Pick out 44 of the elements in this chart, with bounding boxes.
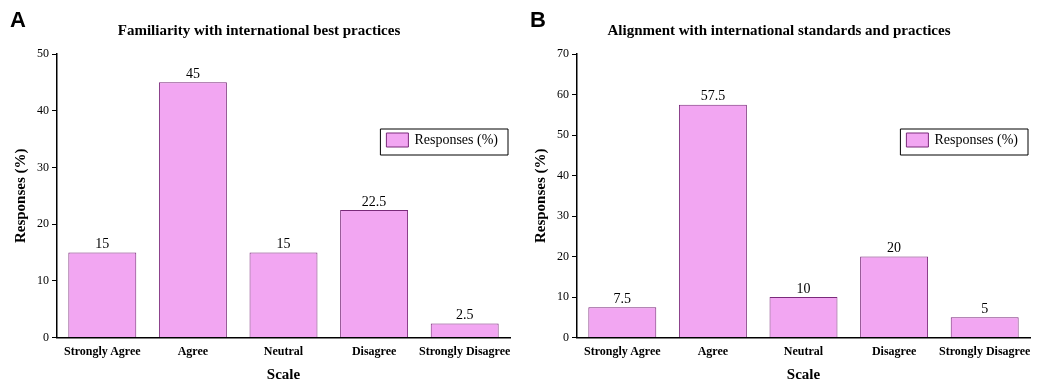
y-tick-label: 70 — [557, 46, 569, 61]
x-tick-label: Strongly Agree — [584, 343, 662, 358]
y-axis-title: Responses (%) — [11, 148, 29, 244]
y-tick-label: 60 — [557, 86, 569, 101]
data-label: 5 — [981, 301, 989, 317]
chart-title: Alignment with international standards and practices — [607, 21, 951, 38]
x-tick-label: Disagree — [871, 343, 917, 358]
y-axis-title: Responses (%) — [531, 148, 549, 244]
legend-label: Responses (%) — [934, 131, 1019, 148]
x-tick-label: Disagree — [351, 343, 397, 358]
y-tick-label: 40 — [37, 102, 49, 117]
y-tick-label: 0 — [563, 329, 569, 344]
y-tick-label: 30 — [557, 208, 569, 223]
legend-label: Responses (%) — [414, 131, 499, 148]
y-tick-label: 0 — [43, 329, 49, 344]
y-tick-label: 50 — [557, 127, 569, 142]
y-tick-label: 40 — [557, 167, 569, 182]
data-label: 15 — [95, 236, 110, 252]
x-tick-label: Neutral — [263, 343, 304, 358]
y-tick-label: 20 — [37, 216, 49, 231]
x-tick-label: Strongly Disagree — [939, 343, 1031, 358]
data-label: 57.5 — [700, 88, 726, 104]
x-tick-label: Strongly Disagree — [419, 343, 511, 358]
y-tick-label: 10 — [557, 289, 569, 304]
data-label: 10 — [796, 280, 811, 296]
y-tick-label: 10 — [37, 273, 49, 288]
text: A — [10, 7, 26, 33]
data-label: 45 — [185, 66, 200, 82]
data-label: 2.5 — [455, 307, 474, 323]
y-tick-label: 30 — [37, 159, 49, 174]
x-tick-label: Strongly Agree — [64, 343, 142, 358]
text: B — [530, 7, 546, 33]
chart-title: Familiarity with international best practices — [117, 21, 401, 38]
x-tick-label: Agree — [697, 343, 729, 358]
x-axis-title: Scale — [786, 365, 821, 382]
x-tick-label: Agree — [177, 343, 209, 358]
data-label: 22.5 — [361, 193, 387, 209]
y-tick-label: 20 — [557, 248, 569, 263]
data-label: 20 — [887, 240, 902, 256]
data-label: 7.5 — [613, 290, 632, 306]
y-tick-label: 50 — [37, 46, 49, 61]
x-axis-title: Scale — [266, 365, 301, 382]
data-label: 15 — [276, 236, 291, 252]
x-tick-label: Neutral — [783, 343, 824, 358]
